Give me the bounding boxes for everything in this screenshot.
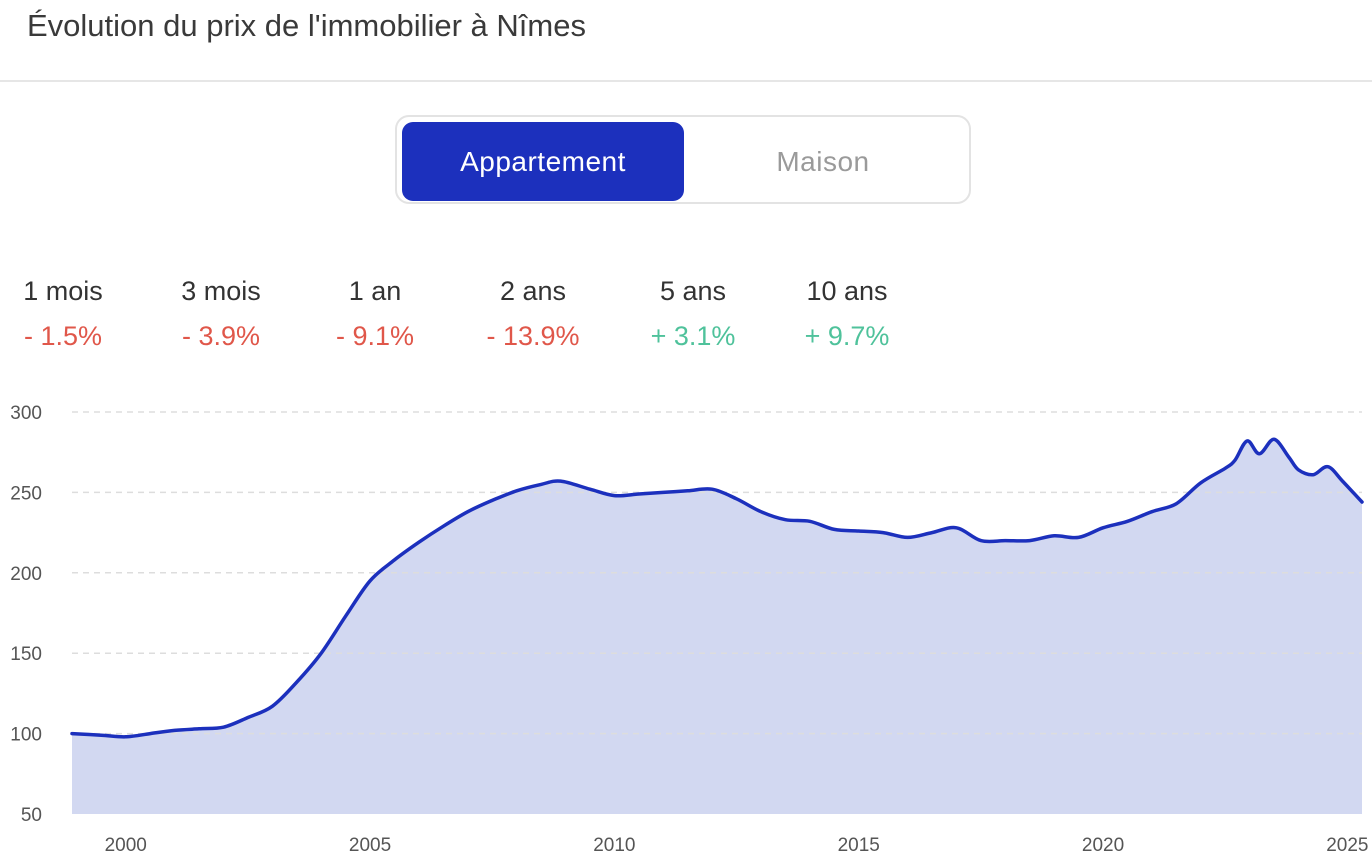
series-line [70, 437, 1364, 739]
stat-value: + 3.1% [650, 321, 736, 351]
price-change-stats: 1 mois - 1.5% 3 mois - 3.9% 1 an - 9.1% … [0, 276, 1000, 366]
toggle-appartement-button[interactable]: Appartement [402, 122, 684, 201]
stat-3-mois: 3 mois - 3.9% [141, 276, 301, 352]
y-tick-label: 200 [10, 564, 42, 585]
header-divider [0, 80, 1372, 82]
toggle-maison-button[interactable]: Maison [776, 145, 870, 177]
stat-label: 1 mois [23, 276, 103, 306]
stat-2-ans: 2 ans - 13.9% [453, 276, 613, 352]
stat-10-ans: 10 ans + 9.7% [767, 276, 927, 352]
price-chart: 50 100 150 200 250 300 2000 2005 2010 2015 2020 202… [10, 403, 1368, 856]
stat-5-ans: 5 ans + 3.1% [613, 276, 773, 352]
property-type-toggle: Appartement Maison [395, 115, 971, 204]
stat-value: - 1.5% [23, 321, 103, 351]
y-tick-label: 300 [10, 403, 42, 424]
x-tick-label: 2015 [838, 835, 880, 856]
stat-label: 5 ans [659, 276, 727, 306]
x-tick-label: 2010 [593, 835, 635, 856]
y-tick-label: 50 [21, 805, 42, 826]
stat-label: 1 an [348, 276, 402, 306]
x-tick-label: 2005 [349, 835, 391, 856]
y-tick-label: 150 [10, 644, 42, 665]
x-tick-label: 2025 [1326, 835, 1368, 856]
stat-label: 3 mois [181, 276, 261, 306]
stat-value: - 9.1% [335, 321, 415, 351]
stat-value: - 13.9% [486, 321, 580, 351]
page-title: Évolution du prix de l'immobilier à Nîme… [27, 8, 586, 43]
stat-value: - 3.9% [181, 321, 261, 351]
x-tick-label: 2020 [1082, 835, 1124, 856]
y-tick-label: 250 [10, 483, 42, 504]
stat-label: 10 ans [806, 276, 888, 306]
x-tick-label: 2000 [105, 835, 147, 856]
y-tick-label: 100 [10, 725, 42, 746]
series-area [72, 439, 1362, 814]
stat-1-an: 1 an - 9.1% [295, 276, 455, 352]
stat-label: 2 ans [499, 276, 567, 306]
stat-value: + 9.7% [804, 321, 890, 351]
stat-1-mois: 1 mois - 1.5% [0, 276, 143, 352]
